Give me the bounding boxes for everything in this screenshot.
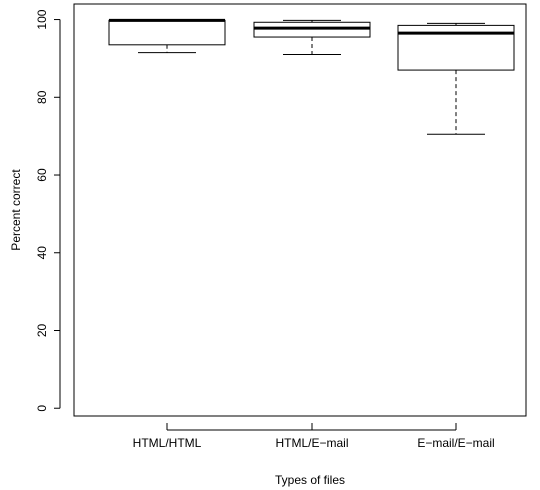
iqr-box (253, 21, 371, 38)
x-tick-label: HTML/HTML (133, 436, 202, 450)
y-tick-label: 100 (35, 9, 49, 29)
y-axis-label: Percent correct (9, 169, 23, 251)
box-3 (397, 22, 515, 135)
y-tick-label: 0 (35, 405, 49, 412)
box-1 (108, 18, 226, 54)
x-axis-label: Types of files (275, 473, 345, 487)
x-tick-label: HTML/E−mail (275, 436, 348, 450)
x-axis: HTML/HTML HTML/E−mail E−mail/E−mail (133, 423, 495, 450)
y-tick-label: 60 (35, 168, 49, 182)
x-tick-label: E−mail/E−mail (417, 436, 494, 450)
boxes (108, 18, 515, 135)
y-tick-label: 80 (35, 90, 49, 104)
y-tick-label: 40 (35, 246, 49, 260)
box-2 (253, 19, 371, 56)
y-axis: 0 20 40 60 80 100 (35, 9, 61, 412)
plot-frame (73, 3, 527, 417)
y-tick-label: 20 (35, 323, 49, 337)
iqr-box (108, 19, 226, 46)
